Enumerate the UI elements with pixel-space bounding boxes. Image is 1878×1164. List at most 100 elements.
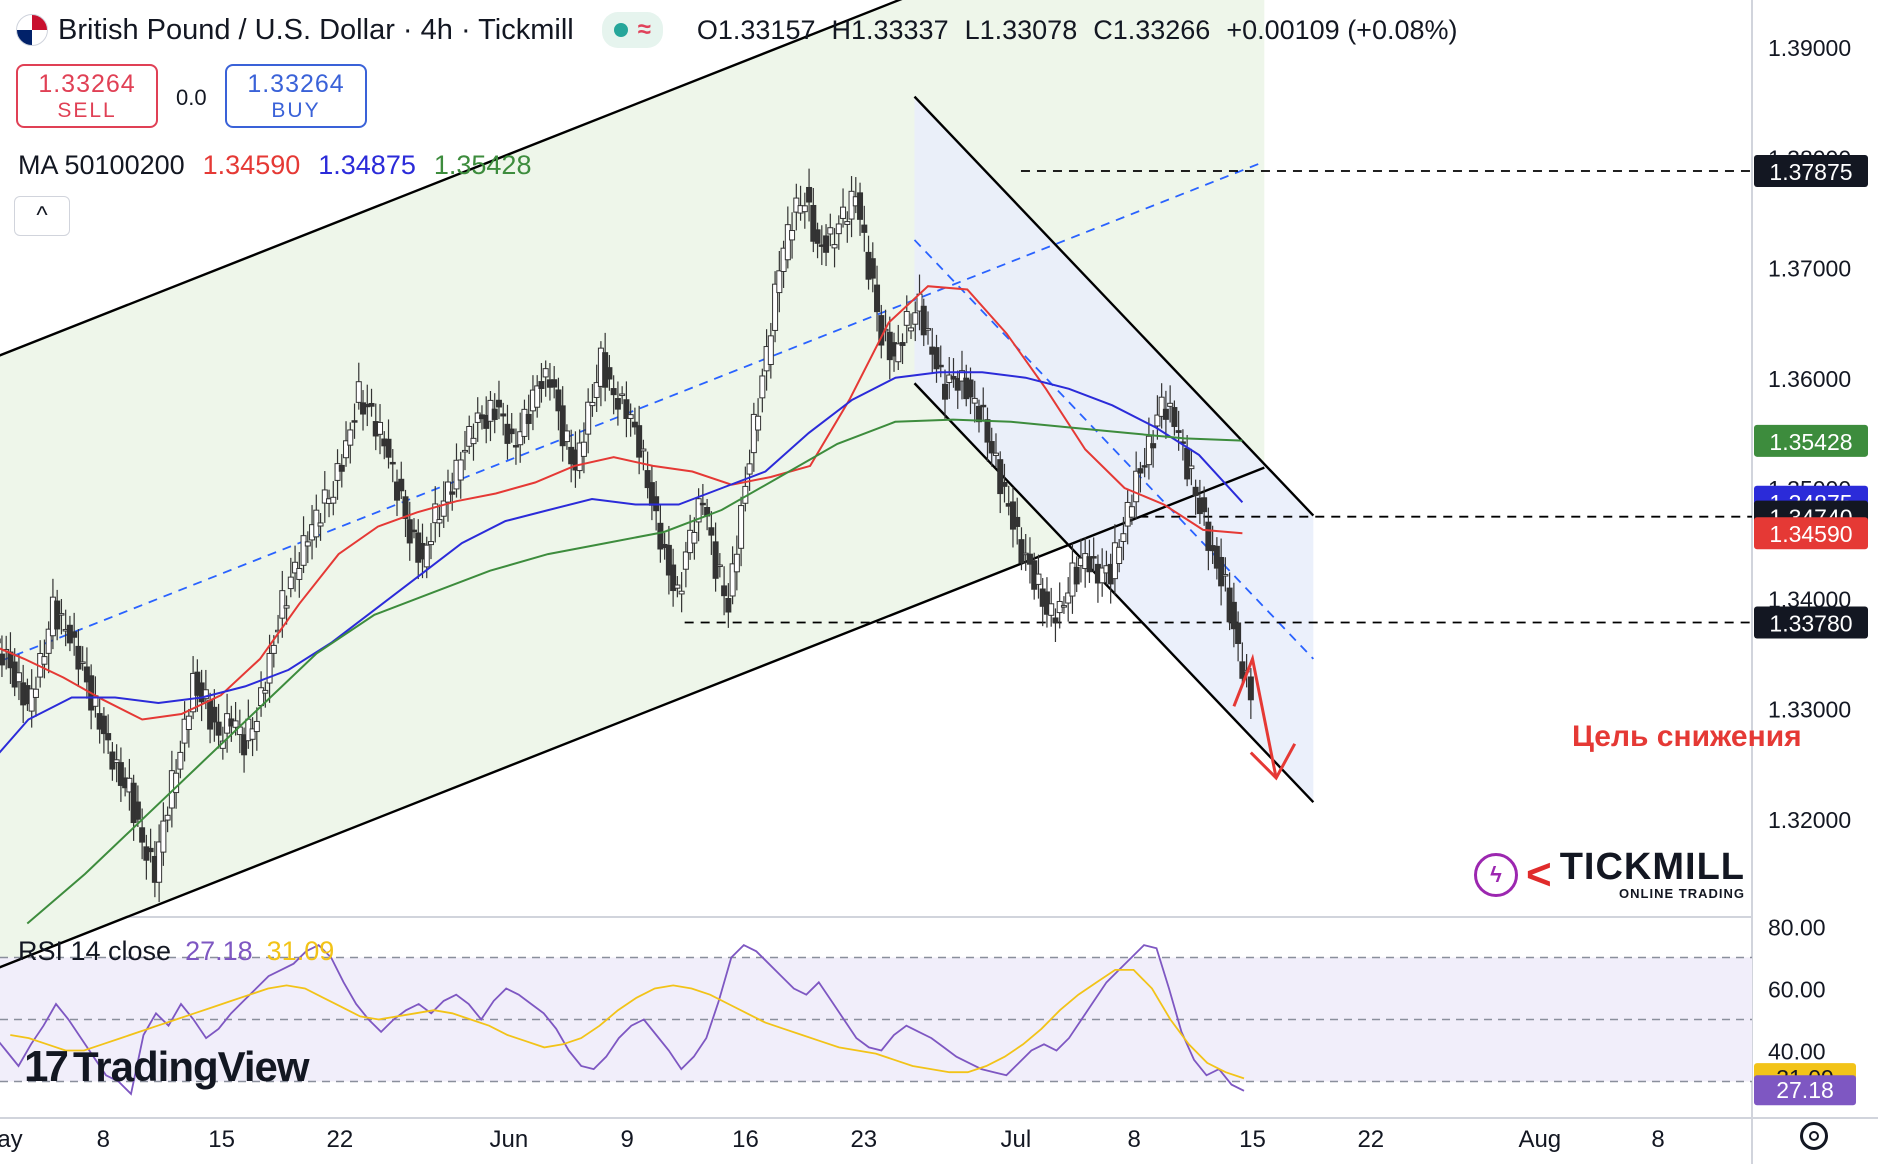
- sell-button[interactable]: 1.33264 SELL: [16, 64, 158, 128]
- candle-body: [1230, 601, 1237, 630]
- candle-body: [933, 347, 940, 370]
- candle-body: [1175, 430, 1182, 433]
- candle-body: [840, 206, 847, 219]
- candle-body: [164, 814, 171, 821]
- candle-body: [1247, 676, 1254, 701]
- tickmill-logo: ϟ < TICKMILL ONLINE TRADING: [1474, 848, 1745, 901]
- tickmill-arrow-icon: <: [1526, 849, 1552, 899]
- candle-body: [827, 227, 834, 235]
- settings-icon[interactable]: [1800, 1122, 1828, 1150]
- candle-body: [623, 399, 630, 419]
- candle-body: [202, 689, 209, 700]
- candle-body: [334, 463, 341, 481]
- price-label-text: 1.35428: [1769, 429, 1852, 455]
- candle-body: [733, 553, 740, 573]
- collapse-legend-button[interactable]: ^: [14, 196, 70, 236]
- time-tick-label: 8: [97, 1126, 110, 1153]
- candle-body: [746, 463, 753, 475]
- rsi-legend[interactable]: RSI 14 close 27.18 31.09: [18, 936, 334, 967]
- price-label-box: [1754, 424, 1868, 457]
- candle-body: [398, 478, 405, 492]
- ohlc-open: O1.33157: [696, 14, 816, 45]
- target-arrow-head: [1249, 743, 1297, 781]
- candle-body: [925, 328, 932, 331]
- buy-button[interactable]: 1.33264 BUY: [225, 64, 367, 128]
- candle-body: [215, 721, 222, 736]
- candle-body: [971, 397, 978, 404]
- candle-body: [83, 666, 90, 683]
- candle-body: [542, 368, 549, 378]
- candle-body: [950, 376, 957, 380]
- candle-body: [58, 613, 65, 616]
- candle-body: [895, 343, 902, 363]
- price-label-box: [1754, 155, 1868, 188]
- tradingview-mark-icon: 17: [24, 1042, 69, 1091]
- candle-body: [292, 561, 299, 574]
- ma-legend[interactable]: MA 50100200 1.34590 1.34875 1.35428: [18, 150, 531, 181]
- target-arrow-path: [1232, 653, 1278, 779]
- candle-body: [79, 661, 86, 664]
- candle-body: [28, 688, 35, 712]
- spread-value: 0.0: [176, 85, 207, 110]
- candle-body: [551, 379, 558, 388]
- candle-body: [555, 389, 562, 412]
- candle-body: [500, 413, 507, 417]
- candle-body: [1133, 470, 1140, 503]
- candle-body: [440, 500, 447, 517]
- candle-body: [631, 421, 638, 428]
- candle-body: [160, 820, 167, 853]
- candle-body: [156, 841, 163, 883]
- candle-body: [457, 459, 464, 481]
- candle-body: [699, 502, 706, 506]
- candle-body: [296, 567, 303, 580]
- time-tick-label: 15: [1239, 1126, 1266, 1153]
- ohlc-change: +0.00109 (+0.08%): [1226, 14, 1458, 45]
- lightning-icon: ϟ: [1474, 852, 1518, 897]
- candle-body: [432, 503, 439, 524]
- candle-body: [657, 522, 664, 550]
- candle-body: [1052, 617, 1059, 623]
- candle-body: [525, 413, 532, 424]
- tradingview-logo[interactable]: 17 TradingView: [24, 1042, 310, 1092]
- tickmill-subtitle: ONLINE TRADING: [1619, 886, 1745, 901]
- time-tick-label: 22: [1357, 1126, 1384, 1153]
- rsi-line: [0, 944, 1245, 1096]
- candle-body: [512, 445, 519, 448]
- candle-body: [627, 414, 634, 419]
- candle-body: [1065, 592, 1072, 604]
- ma-legend-label: MA 50100200: [18, 150, 185, 180]
- candle-body: [975, 405, 982, 423]
- candle-body: [767, 335, 774, 365]
- candle-body: [682, 551, 689, 570]
- candles-group: [0, 168, 1254, 903]
- candle-body: [177, 751, 184, 770]
- candle-body: [262, 689, 269, 694]
- candle-body: [1150, 443, 1157, 449]
- rsi-tick-label: 60.00: [1768, 977, 1826, 1003]
- candle-body: [912, 312, 919, 325]
- price-label-text: 1.34590: [1769, 521, 1852, 547]
- candle-body: [304, 541, 311, 547]
- market-open-dot-icon: [613, 23, 628, 37]
- candle-body: [750, 413, 757, 454]
- moving-average-ma200: [26, 418, 1243, 925]
- symbol-title[interactable]: British Pound / U.S. Dollar · 4h · Tickm…: [58, 13, 574, 46]
- candle-body: [937, 364, 944, 368]
- candle-body: [300, 535, 307, 566]
- chevron-up-icon: ^: [36, 202, 48, 229]
- candle-body: [1120, 533, 1127, 542]
- time-tick-label: ay: [0, 1126, 23, 1153]
- ohlc-high: H1.33337: [831, 14, 949, 45]
- candle-body: [1167, 402, 1174, 407]
- candle-body: [147, 847, 154, 853]
- candle-body: [15, 672, 22, 683]
- price-label-text: 1.37875: [1769, 159, 1852, 185]
- market-status-pill[interactable]: ≈: [601, 12, 663, 48]
- ascending-channel-lower: [0, 466, 1265, 969]
- candle-body: [283, 605, 290, 609]
- candle-body: [266, 652, 273, 684]
- time-tick-label: 15: [208, 1126, 235, 1153]
- candle-body: [1158, 396, 1165, 417]
- candle-body: [844, 221, 851, 225]
